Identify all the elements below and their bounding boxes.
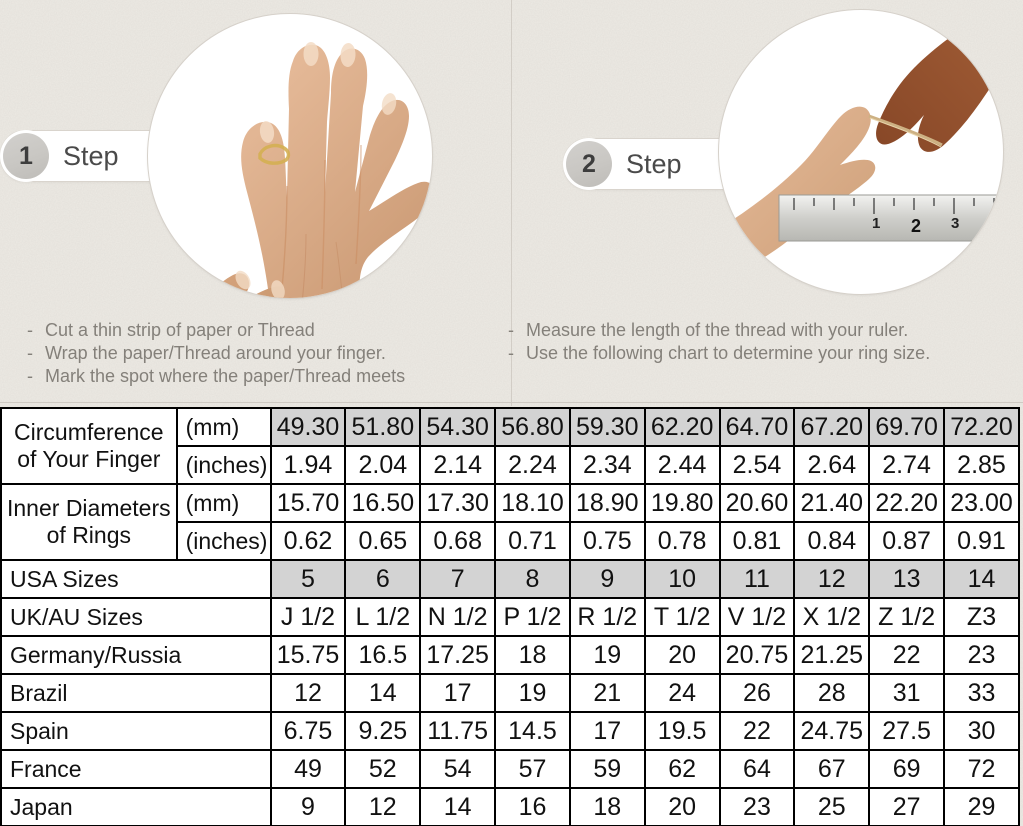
svg-text:1: 1	[872, 215, 880, 232]
svg-text:3: 3	[951, 215, 959, 232]
svg-text:2: 2	[911, 216, 921, 236]
